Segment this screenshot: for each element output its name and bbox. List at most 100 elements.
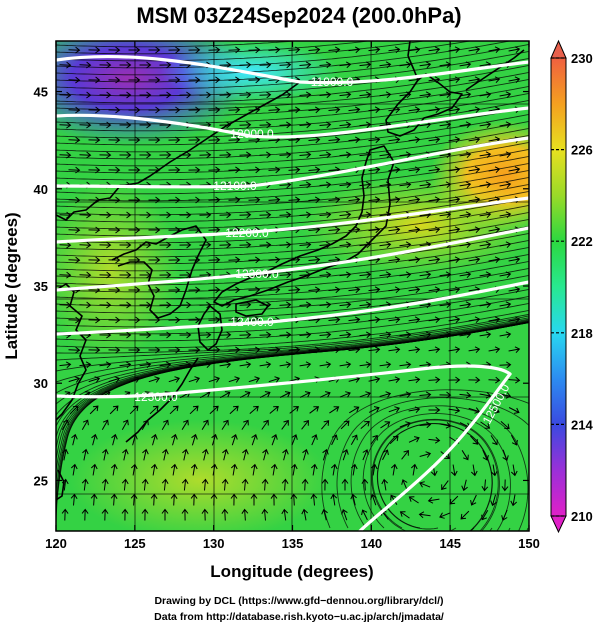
china-coastline <box>56 283 87 421</box>
footer-credit-dcl: Drawing by DCL (https://www.gfd−dennou.o… <box>154 595 443 607</box>
wind-arrow <box>168 166 181 174</box>
wind-arrow <box>188 346 201 354</box>
wind-arrow <box>99 121 112 129</box>
wind-arrow <box>279 211 292 219</box>
wind-arrow <box>488 226 501 234</box>
contour-line <box>56 106 529 139</box>
wind-arrow <box>360 420 370 429</box>
contour-label: 12400.0 <box>230 315 274 329</box>
wind-arrow <box>199 151 212 159</box>
wind-arrow <box>101 508 109 521</box>
colorbar-tick-label: 214 <box>571 417 593 432</box>
wind-arrow <box>228 316 241 324</box>
wind-arrow <box>228 46 241 54</box>
wind-arrow <box>268 106 281 114</box>
wind-arrow <box>508 316 521 324</box>
wind-arrow <box>399 361 412 369</box>
wind-arrow <box>380 421 391 429</box>
wind-arrow <box>248 346 261 354</box>
wind-arrow <box>128 286 141 294</box>
footer-credit-data: Data from http://database.rish.kyoto−u.a… <box>154 611 444 623</box>
wind-arrow <box>479 121 492 129</box>
wind-arrow <box>368 166 381 174</box>
wind-arrow <box>408 286 421 294</box>
y-tick-label: 45 <box>34 85 48 100</box>
wind-arrow <box>310 493 318 506</box>
contour-label: 12100.0 <box>213 179 257 193</box>
wind-arrow <box>448 376 461 384</box>
wind-arrow <box>88 166 101 174</box>
asia-coastline <box>56 81 301 221</box>
wind-arrow <box>259 91 272 99</box>
wind-arrow <box>88 316 101 324</box>
wind-arrow <box>291 434 298 446</box>
wind-arrow <box>339 271 352 279</box>
colorbar-top-arrow <box>550 39 567 59</box>
wind-arrow <box>79 241 92 249</box>
wind-arrow <box>259 361 272 369</box>
wind-arrow <box>319 361 332 369</box>
wind-arrow <box>59 271 72 279</box>
streamline <box>56 141 529 181</box>
wind-arrow <box>148 256 161 264</box>
wind-arrow <box>362 449 369 461</box>
wind-arrow <box>159 331 172 339</box>
wind-arrow <box>210 493 218 506</box>
wind-arrow <box>208 256 221 264</box>
wind-arrow <box>239 211 252 219</box>
streamline <box>56 92 529 132</box>
wind-arrow <box>419 391 432 399</box>
wind-arrow <box>211 433 218 446</box>
wind-arrow <box>139 151 152 159</box>
wind-arrow <box>268 346 281 354</box>
wind-arrow <box>199 241 212 249</box>
coastlines <box>56 41 525 501</box>
wind-arrow <box>390 463 398 476</box>
wind-arrow <box>299 61 312 69</box>
wind-arrow <box>379 271 392 279</box>
wind-arrow <box>168 76 181 84</box>
wind-arrow <box>99 91 112 99</box>
wind-arrow <box>328 196 341 204</box>
contour-line <box>358 372 512 531</box>
wind-arrow <box>508 286 521 294</box>
wind-arrow <box>79 91 92 99</box>
y-tick-label: 25 <box>34 473 48 488</box>
wind-arrow <box>388 166 401 174</box>
wind-arrow <box>501 479 509 492</box>
wind-arrow <box>59 151 72 159</box>
wind-arrow <box>368 406 380 413</box>
contour-label: 12300.0 <box>235 267 279 281</box>
wind-arrow <box>71 433 78 446</box>
wind-arrow <box>361 509 368 521</box>
wind-arrow <box>199 361 212 369</box>
wind-arrow <box>468 46 481 54</box>
streamline <box>56 127 529 167</box>
wind-arrow <box>70 493 78 506</box>
wind-arrow <box>359 241 372 249</box>
wind-arrow <box>428 436 441 444</box>
wind-arrow <box>208 196 221 204</box>
wind-arrow <box>468 196 481 204</box>
wind-arrow <box>488 46 501 54</box>
wind-arrow <box>461 450 469 461</box>
contour-label: 11900.0 <box>311 75 354 89</box>
wind-arrow <box>208 76 221 84</box>
streamline <box>56 169 529 209</box>
wind-arrow <box>228 256 241 264</box>
contour-label: 12000.0 <box>230 127 274 141</box>
wind-arrow <box>428 376 441 384</box>
wind-arrow <box>279 241 292 249</box>
wind-arrow <box>321 420 330 430</box>
wind-arrow <box>228 196 241 204</box>
wind-arrow <box>79 211 92 219</box>
wind-arrow <box>339 331 352 339</box>
wind-arrow <box>208 166 221 174</box>
wind-arrow <box>168 286 181 294</box>
wind-arrow <box>508 46 521 54</box>
wind-arrow <box>468 407 481 414</box>
wind-arrow <box>81 478 89 491</box>
wind-arrow <box>299 331 312 339</box>
wind-arrow <box>251 434 258 446</box>
